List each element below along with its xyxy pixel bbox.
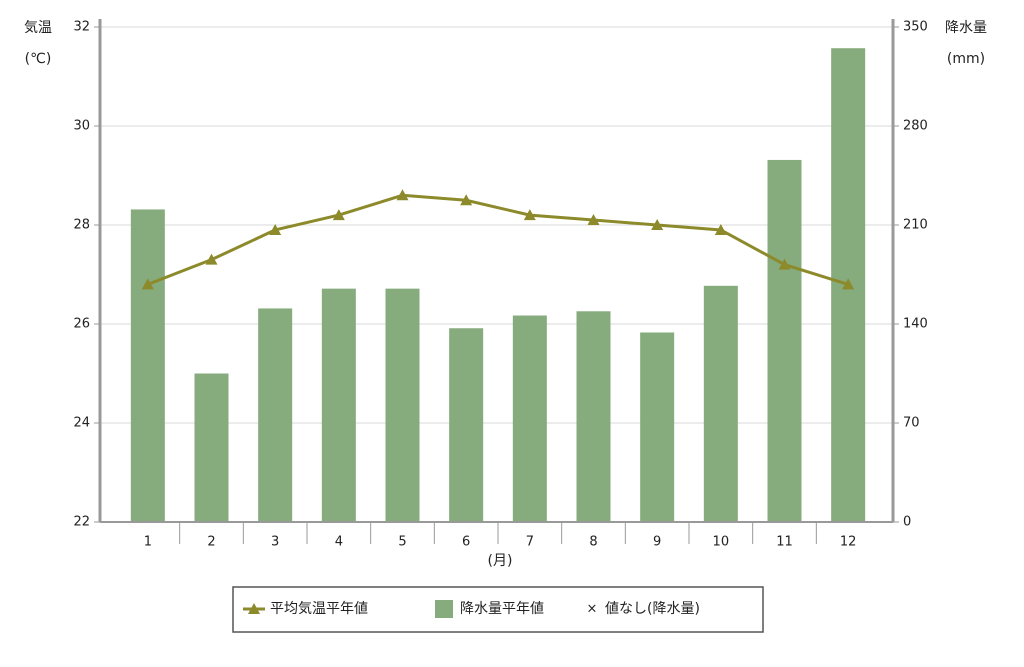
bar (449, 328, 484, 522)
marker (778, 258, 791, 270)
x-tick-label: 2 (207, 535, 215, 550)
marker (205, 253, 218, 265)
y-tick-label: 28 (73, 218, 90, 233)
x-tick-label: 10 (713, 535, 730, 550)
y-tick-label: 26 (73, 317, 90, 332)
y-axis-label: 気温 (24, 20, 52, 36)
legend-symbol: × (587, 602, 598, 617)
legend-label: 値なし(降水量) (605, 601, 700, 617)
bar (512, 315, 547, 522)
bar (640, 332, 675, 522)
y-tick-label: 30 (73, 119, 90, 134)
line (147, 193, 849, 286)
y2-tick-label: 140 (903, 317, 928, 332)
x-tick-label: 11 (776, 535, 793, 550)
y2-axis-label: (mm) (947, 51, 985, 67)
marker (460, 194, 473, 206)
y-axis-label: (℃) (25, 51, 52, 67)
marker (141, 278, 154, 290)
marker (651, 219, 664, 230)
y-tick-label: 24 (73, 416, 90, 431)
y2-tick-label: 280 (903, 119, 928, 134)
x-tick-label: 3 (271, 535, 279, 550)
y2-tick-label: 70 (903, 416, 920, 431)
y-tick-label: 32 (73, 20, 90, 35)
y2-axis-label: 降水量 (945, 20, 987, 36)
marker (842, 278, 855, 290)
bar (321, 288, 356, 522)
bar (767, 159, 802, 522)
bar (703, 285, 738, 522)
marker (332, 209, 345, 221)
marker (523, 209, 536, 221)
marker (714, 223, 727, 235)
y-tick-label: 22 (73, 515, 90, 530)
bar (194, 373, 229, 522)
legend-label: 降水量平年値 (460, 601, 544, 617)
y2-tick-label: 210 (903, 218, 928, 233)
legend-box (232, 586, 764, 633)
y2-tick-label: 350 (903, 20, 928, 35)
legend-label: 平均気温平年値 (270, 601, 368, 617)
legend-swatch (435, 600, 453, 618)
x-tick-label: 5 (398, 535, 406, 550)
x-tick-label: 12 (840, 535, 857, 550)
x-tick-label: 9 (653, 535, 661, 550)
x-tick-label: 8 (589, 535, 597, 550)
marker (587, 214, 600, 226)
x-tick-label: 4 (335, 535, 343, 550)
x-tick-label: 1 (144, 535, 152, 550)
marker (269, 223, 282, 235)
bar (258, 308, 293, 522)
x-axis-label: (月) (488, 553, 513, 569)
legend-marker (248, 603, 260, 614)
marker (396, 189, 409, 201)
y2-tick-label: 0 (903, 515, 911, 530)
x-tick-label: 6 (462, 535, 470, 550)
bar (576, 311, 611, 522)
bar (130, 209, 165, 522)
x-tick-label: 7 (526, 535, 534, 550)
bar (385, 288, 420, 522)
